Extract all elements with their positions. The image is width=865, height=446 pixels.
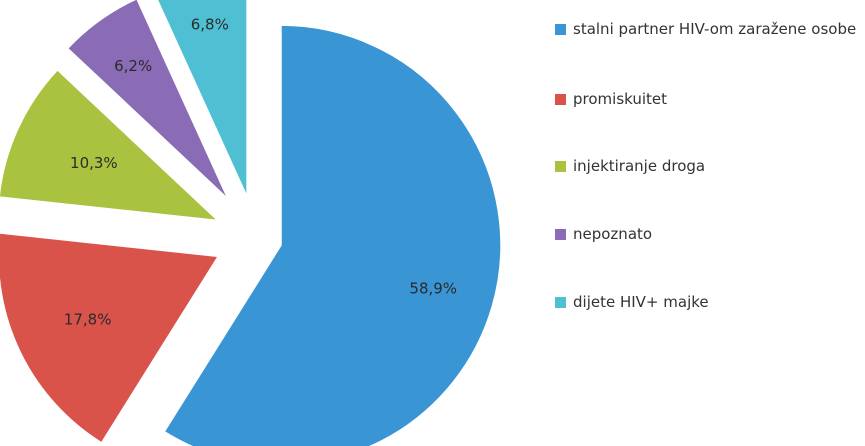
legend-item-nepoznato: nepoznato bbox=[555, 223, 860, 245]
legend-label-nepoznato: nepoznato bbox=[573, 225, 653, 243]
legend-swatch-stalni-partner bbox=[555, 24, 566, 35]
legend-label-stalni-partner: stalni partner HIV-om zaražene osobe bbox=[573, 20, 857, 38]
legend-item-stalni-partner: stalni partner HIV-om zaražene osobe bbox=[555, 18, 860, 68]
legend-label-promiskuitet: promiskuitet bbox=[573, 90, 668, 108]
legend-item-dijete-hiv-majke: dijete HIV+ majke bbox=[555, 291, 860, 313]
pie-chart: 58,9% 17,8% 10,3% 6,2% 6,8% bbox=[0, 0, 502, 446]
legend-item-promiskuitet: promiskuitet bbox=[555, 88, 860, 110]
pie-label-nepoznato: 6,2% bbox=[114, 57, 152, 75]
legend-swatch-dijete-hiv-majke bbox=[555, 297, 566, 308]
pie-slice-nepoznato bbox=[66, 0, 229, 200]
pie-slice-injektiranje-droga bbox=[0, 68, 220, 222]
pie-label-injektiranje-droga: 10,3% bbox=[70, 154, 118, 172]
pie-label-dijete-hiv-majke: 6,8% bbox=[191, 15, 229, 33]
pie-slice-stalni-partner bbox=[163, 24, 502, 446]
legend: stalni partner HIV-om zaražene osobe pro… bbox=[555, 18, 860, 313]
pie-slice-dijete-hiv-majke bbox=[156, 0, 248, 198]
legend-label-injektiranje-droga: injektiranje droga bbox=[573, 157, 706, 175]
legend-swatch-injektiranje-droga bbox=[555, 161, 566, 172]
pie-label-stalni-partner: 58,9% bbox=[409, 279, 457, 297]
legend-swatch-promiskuitet bbox=[555, 94, 566, 105]
legend-label-dijete-hiv-majke: dijete HIV+ majke bbox=[573, 293, 709, 311]
legend-item-injektiranje-droga: injektiranje droga bbox=[555, 155, 860, 177]
legend-swatch-nepoznato bbox=[555, 229, 566, 240]
pie-slice-promiskuitet bbox=[0, 232, 220, 444]
pie-label-promiskuitet: 17,8% bbox=[64, 310, 112, 328]
